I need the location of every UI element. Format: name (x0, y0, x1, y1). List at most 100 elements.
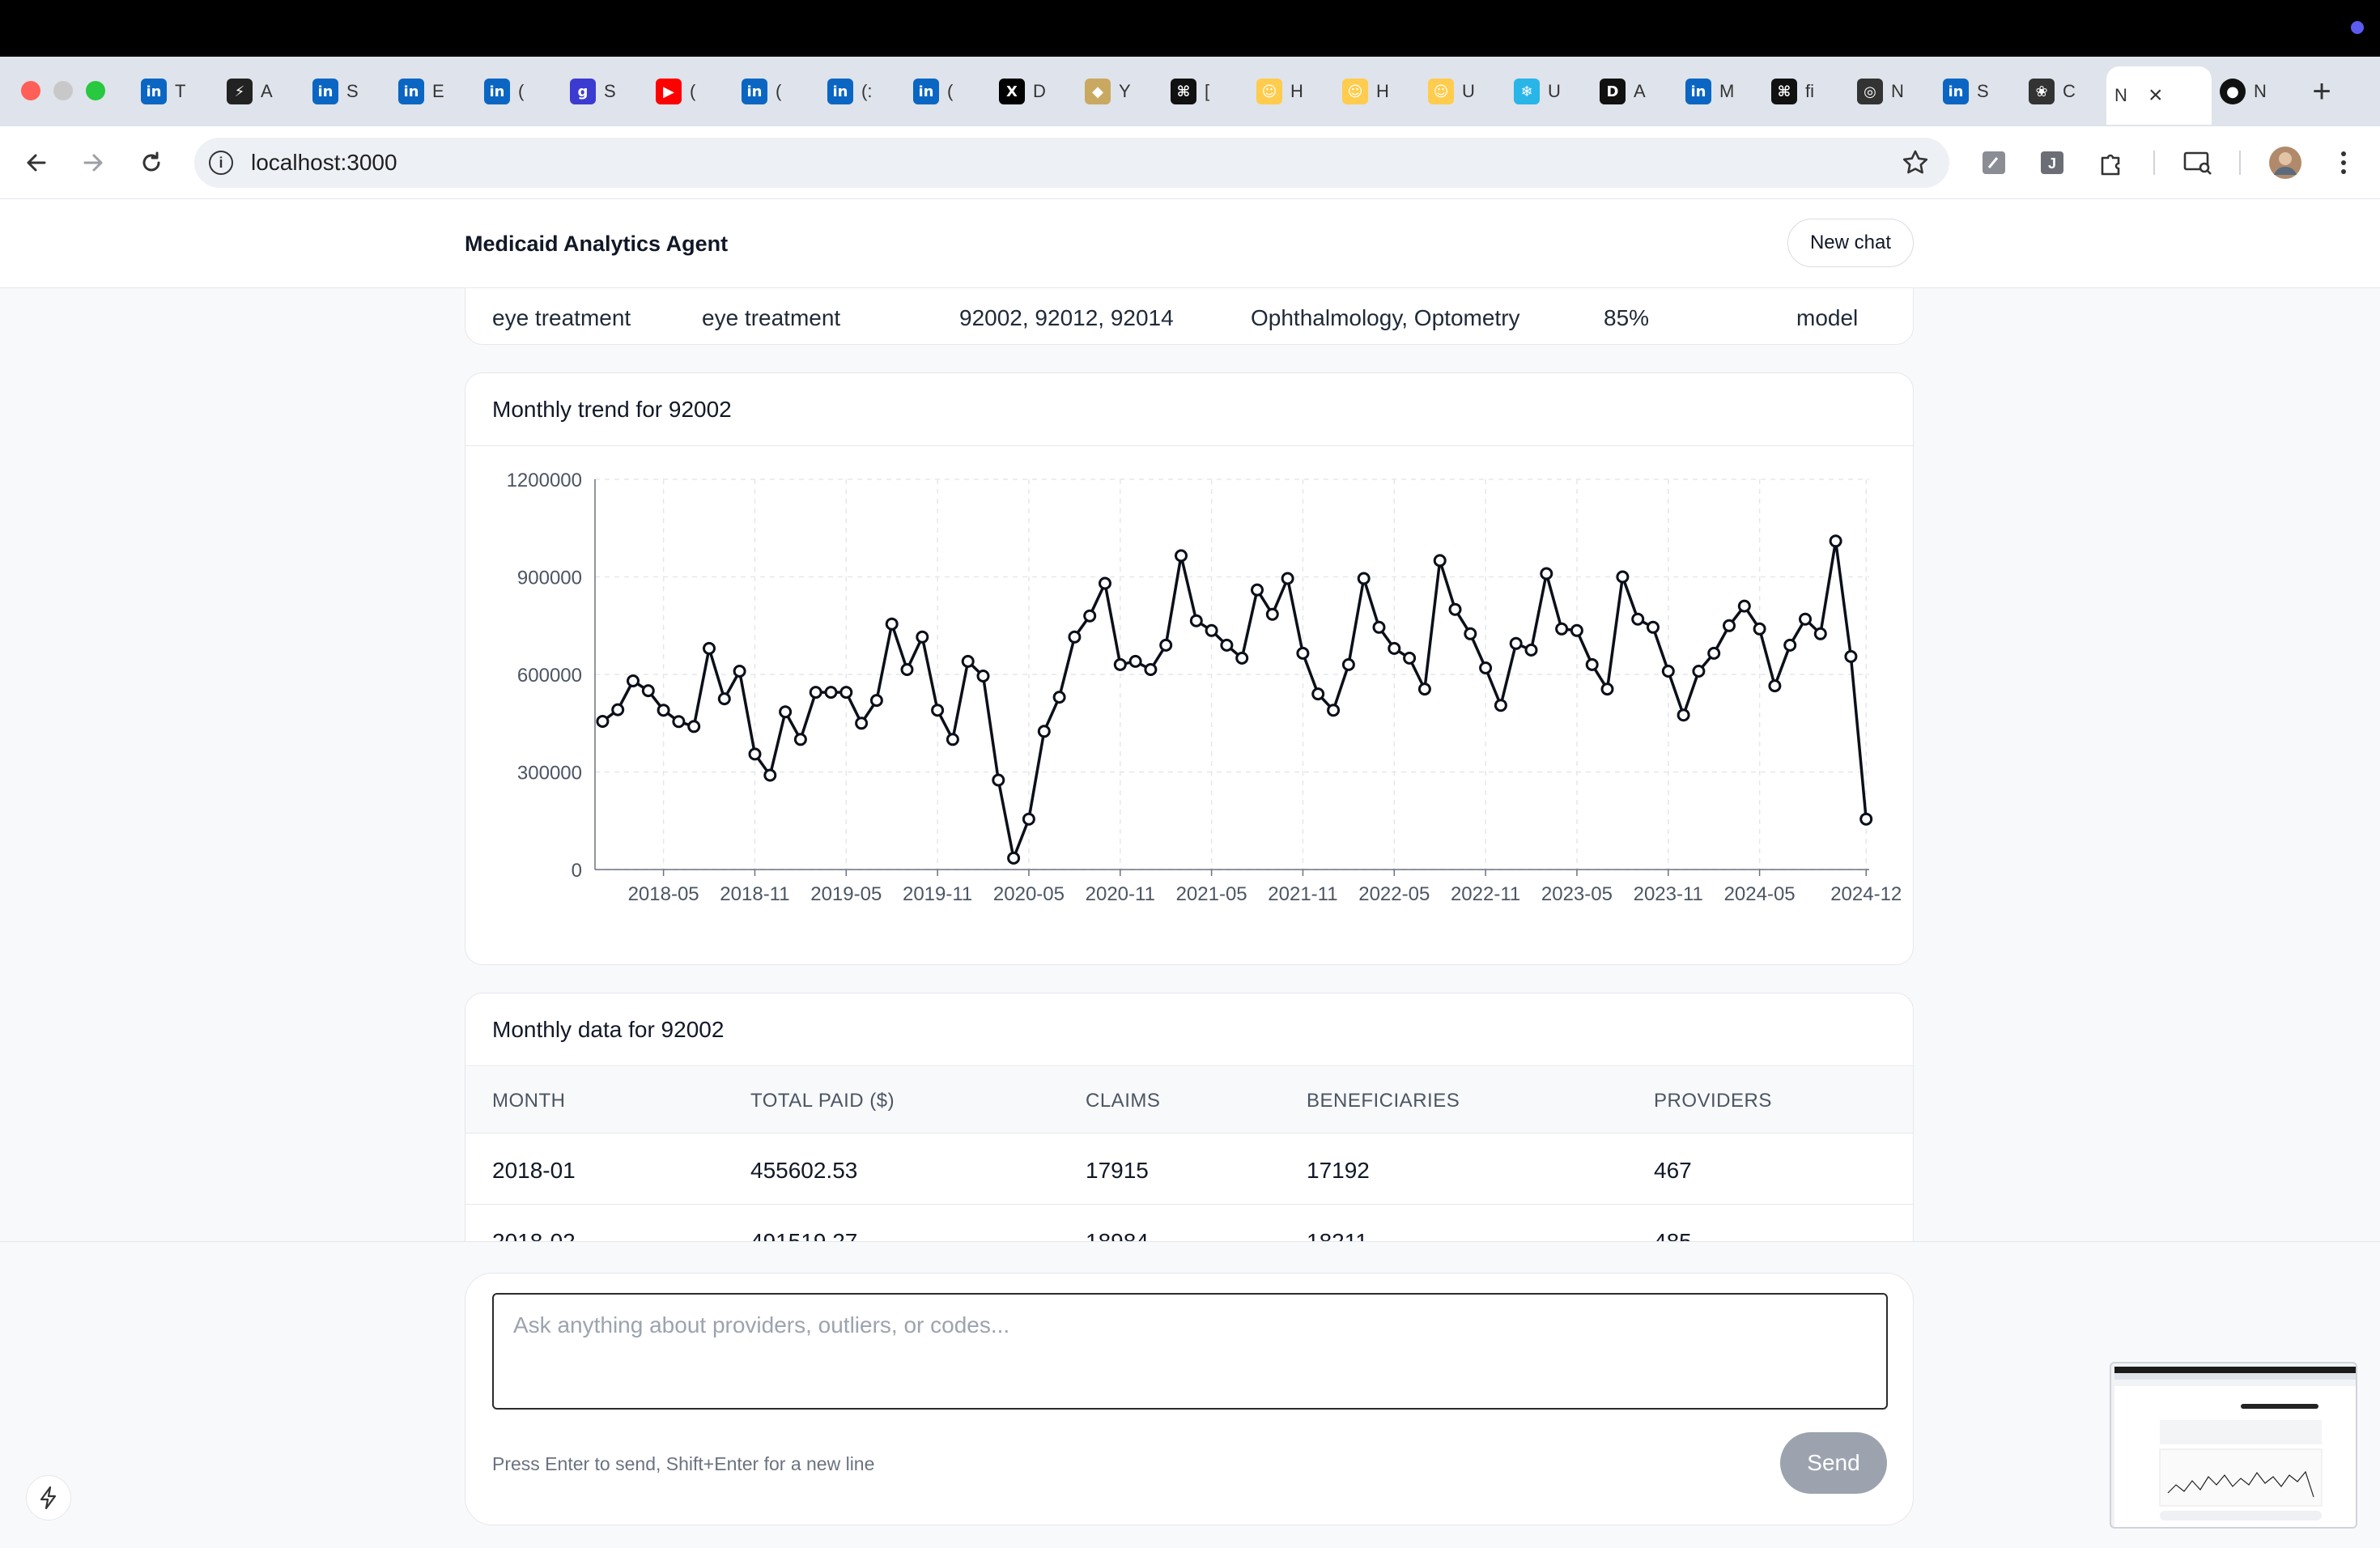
browser-tab[interactable]: in ( (476, 66, 562, 117)
data-point (1189, 614, 1203, 627)
browser-tab[interactable]: in T (133, 66, 219, 117)
browser-tab[interactable]: in (: (819, 66, 905, 117)
data-point (1799, 612, 1812, 626)
browser-tab[interactable]: ● N (2212, 66, 2297, 117)
linkedin-icon: in (742, 79, 767, 104)
series-line (601, 539, 1868, 860)
data-point (1037, 725, 1051, 738)
y-tick-label: 0 (572, 860, 582, 882)
address-bar[interactable]: i localhost:3000 (194, 138, 1949, 188)
data-point (793, 733, 807, 746)
data-point (779, 705, 793, 719)
grid-icon: ⌘ (1171, 79, 1196, 104)
extension-pen-button[interactable] (1975, 144, 2012, 181)
browser-tab[interactable]: ❀ C (2021, 66, 2106, 117)
minimize-window-button[interactable] (53, 81, 73, 100)
browser-tab[interactable]: ⚡ A (219, 66, 304, 117)
extensions-button[interactable] (2093, 144, 2131, 181)
linkedin-icon: in (913, 79, 939, 104)
data-point (992, 773, 1005, 787)
table-title: Monthly data for 92002 (465, 993, 1913, 1066)
extension-j-button[interactable]: J (2034, 144, 2071, 181)
x-tick-label: 2018-11 (720, 883, 789, 905)
x-tick-label: 2019-11 (903, 883, 972, 905)
new-tab-button[interactable]: + (2312, 73, 2331, 109)
d-icon: D (1600, 79, 1626, 104)
tab-title: N (2254, 81, 2267, 101)
tab-title: H (1290, 81, 1303, 101)
browser-tab[interactable]: in ( (905, 66, 991, 117)
table-cell: eye treatment (492, 305, 631, 330)
browser-tab[interactable]: in M (1677, 66, 1763, 117)
browser-tab[interactable]: ☺ H (1334, 66, 1420, 117)
table-cell: 455602.53 (750, 1158, 858, 1183)
data-point (1175, 549, 1188, 563)
y-tick-label: 900000 (517, 568, 582, 589)
data-point (1813, 627, 1827, 640)
data-point (1494, 699, 1507, 712)
data-point (1357, 572, 1371, 585)
data-point (1068, 630, 1082, 644)
data-point (1859, 812, 1873, 826)
browser-tab[interactable]: in ( (733, 66, 819, 117)
profile-avatar[interactable] (2267, 144, 2304, 181)
active-browser-tab[interactable]: N × (2106, 66, 2212, 125)
send-button[interactable]: Send (1780, 1432, 1887, 1494)
dev-tools-button[interactable] (26, 1475, 71, 1520)
back-button[interactable] (16, 142, 57, 183)
linkedin-icon: in (1685, 79, 1711, 104)
browser-tab[interactable]: ☺ U (1420, 66, 1506, 117)
column-header-beneficiaries: BENEFICIARIES (1307, 1090, 1460, 1112)
browser-menu-button[interactable] (2325, 144, 2362, 181)
reload-button[interactable] (131, 142, 172, 183)
data-point (1661, 665, 1675, 678)
browser-tab[interactable]: ⌘ fi (1763, 66, 1849, 117)
avatar-icon (2269, 147, 2301, 179)
table-cell: 92002, 92012, 92014 (959, 305, 1174, 330)
tab-title: ( (776, 81, 782, 101)
browser-tab[interactable]: in S (304, 66, 390, 117)
data-point (1555, 622, 1569, 636)
cast-search-button[interactable] (2179, 144, 2216, 181)
browser-tab[interactable]: ☺ H (1248, 66, 1334, 117)
close-window-button[interactable] (21, 81, 40, 100)
tab-title: (: (861, 81, 873, 101)
x-tick-label: 2023-11 (1634, 883, 1703, 905)
data-point (1220, 638, 1234, 652)
data-point (885, 617, 899, 631)
y-tick-label: 600000 (517, 665, 582, 687)
more-vertical-icon (2341, 151, 2346, 174)
x-tick-label: 2021-05 (1176, 883, 1247, 905)
browser-tab[interactable]: ❄ U (1506, 66, 1592, 117)
browser-tab[interactable]: in S (1935, 66, 2021, 117)
hugging-face-icon: ☺ (1428, 79, 1454, 104)
data-point (1707, 646, 1721, 660)
browser-tab[interactable]: ◎ N (1849, 66, 1935, 117)
column-header-month: MONTH (492, 1090, 566, 1112)
screenshot-thumbnail[interactable] (2110, 1362, 2357, 1529)
data-point (1022, 812, 1035, 826)
data-point (1388, 641, 1401, 655)
bookmark-star-icon[interactable] (1899, 147, 1932, 179)
browser-tab[interactable]: in E (390, 66, 476, 117)
maximize-window-button[interactable] (86, 81, 105, 100)
chat-input[interactable] (492, 1293, 1888, 1410)
app-header: Medicaid Analytics Agent New chat (0, 199, 2380, 288)
new-chat-button[interactable]: New chat (1787, 219, 1914, 267)
browser-tab[interactable]: ▶( (648, 66, 733, 117)
forward-button[interactable] (73, 142, 113, 183)
data-point (1099, 576, 1111, 590)
close-tab-icon[interactable]: × (2148, 82, 2163, 108)
data-point (596, 715, 610, 728)
toolbar-divider (2239, 151, 2241, 175)
site-info-icon[interactable]: i (209, 151, 233, 175)
data-point (1753, 622, 1766, 636)
browser-tab[interactable]: ⌘[ (1162, 66, 1248, 117)
browser-tab[interactable]: ◆ Y (1077, 66, 1162, 117)
data-point (1144, 663, 1158, 676)
data-point (1251, 583, 1264, 597)
data-point (1417, 683, 1431, 696)
